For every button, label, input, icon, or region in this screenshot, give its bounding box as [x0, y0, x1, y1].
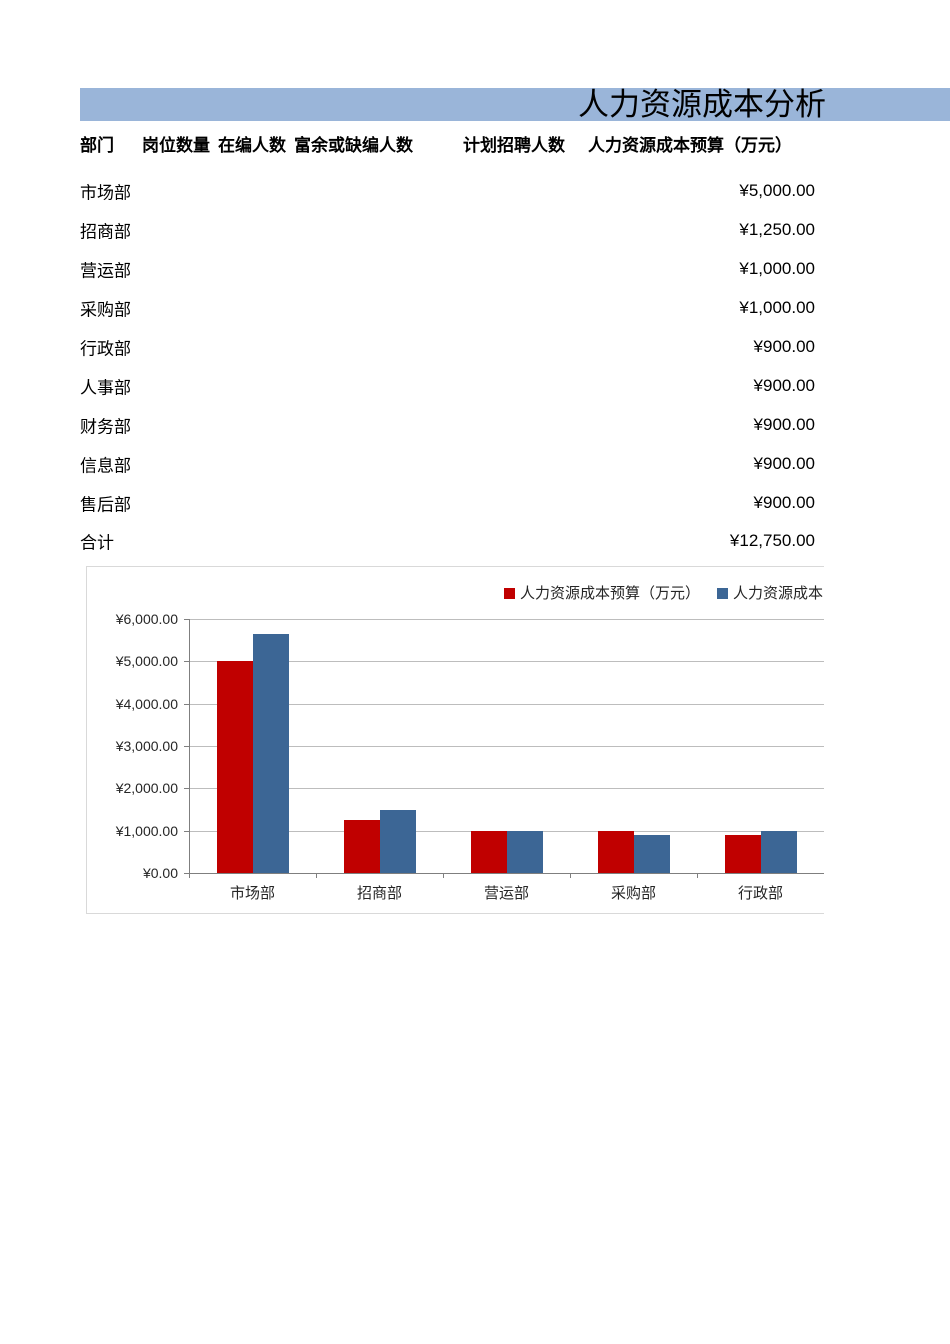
department-cell[interactable]: 售后部 — [80, 495, 131, 515]
budget-cell[interactable]: ¥900.00 — [753, 337, 815, 356]
y-axis-label: ¥6,000.00 — [115, 611, 178, 627]
gridline — [189, 703, 824, 705]
column-header[interactable]: 计划招聘人数 — [463, 136, 565, 155]
legend-swatch — [717, 588, 728, 599]
budget-cell[interactable]: ¥900.00 — [753, 453, 815, 473]
department-cell[interactable]: 合计 — [80, 533, 114, 553]
table-row: 财务部 ¥900.00 — [0, 405, 950, 444]
y-axis-label: ¥5,000.00 — [115, 653, 178, 670]
chart-bar — [252, 633, 289, 873]
budget-cell[interactable]: ¥900.00 — [753, 414, 815, 434]
y-axis-label: ¥0.00 — [142, 865, 178, 881]
department-cell[interactable]: 行政部 — [80, 339, 131, 359]
title-banner-cell[interactable]: 人力资源成本分析 — [80, 87, 950, 122]
x-axis-tick — [697, 873, 698, 878]
chart-bar — [597, 830, 634, 873]
x-axis-label: 行政部 — [737, 885, 783, 902]
table-row: 市场部 ¥5,000.00 — [0, 172, 950, 211]
table-row: 售后部 ¥900.00 — [0, 483, 950, 522]
budget-cell[interactable]: ¥1,250.00 — [739, 220, 815, 240]
y-axis-label: ¥2,000.00 — [115, 780, 178, 797]
chart-bar — [633, 834, 670, 873]
chart-bar — [343, 820, 380, 873]
legend-label: 人力资源成本预算（万元） — [520, 585, 701, 602]
hr-cost-bar-chart[interactable]: 人力资源成本预算（万元） 人力资源成本 ¥0.00 ¥1,000.00 ¥2,000.0… — [86, 566, 824, 914]
column-header[interactable]: 岗位数量 — [142, 136, 210, 155]
department-cell[interactable]: 采购部 — [80, 300, 131, 320]
x-axis-label: 市场部 — [229, 885, 275, 902]
y-axis-label: ¥3,000.00 — [115, 738, 178, 754]
table-row: 人事部 ¥900.00 — [0, 366, 950, 405]
budget-cell[interactable]: ¥1,000.00 — [739, 298, 815, 318]
legend-swatch — [504, 588, 515, 599]
y-axis-tick — [184, 746, 189, 747]
y-axis-tick — [184, 661, 189, 663]
y-axis-line — [189, 619, 190, 873]
chart-bar — [760, 830, 797, 873]
table-row: 信息部 ¥900.00 — [0, 444, 950, 483]
table-row: 营运部 ¥1,000.00 — [0, 250, 950, 289]
y-axis-tick — [184, 873, 189, 874]
budget-cell[interactable]: ¥12,750.00 — [729, 531, 815, 551]
department-cell[interactable]: 市场部 — [80, 183, 131, 203]
x-axis-label: 招商部 — [356, 885, 402, 902]
gridline — [189, 661, 824, 663]
table-total-row: 合计 ¥12,750.00 — [0, 522, 950, 561]
department-cell[interactable]: 人事部 — [80, 378, 131, 398]
page-title: 人力资源成本分析 — [578, 87, 826, 122]
x-axis-line — [189, 873, 824, 874]
table-header-row: 部门 岗位数量 在编人数 富余或缺编人数 计划招聘人数 人力资源成本预算（万元） — [0, 134, 950, 160]
x-axis-label: 营运部 — [483, 885, 529, 902]
chart-bar — [724, 834, 761, 873]
column-header[interactable]: 在编人数 — [218, 136, 286, 155]
department-cell[interactable]: 信息部 — [80, 456, 131, 476]
budget-cell[interactable]: ¥5,000.00 — [739, 181, 815, 201]
column-header[interactable]: 人力资源成本预算（万元） — [588, 136, 792, 155]
x-axis-label: 采购部 — [610, 885, 656, 902]
table-row: 行政部 ¥900.00 — [0, 328, 950, 367]
budget-cell[interactable]: ¥900.00 — [753, 375, 815, 395]
chart-bar — [216, 661, 253, 873]
table-row: 采购部 ¥1,000.00 — [0, 289, 950, 328]
gridline — [189, 746, 824, 747]
chart-bar — [470, 830, 507, 873]
x-axis-tick — [443, 873, 444, 878]
department-cell[interactable]: 营运部 — [80, 261, 131, 281]
y-axis-tick — [184, 703, 189, 705]
y-axis-tick — [184, 788, 189, 790]
chart-bar — [506, 830, 543, 873]
chart-bar — [379, 809, 416, 873]
table-row: 招商部 ¥1,250.00 — [0, 211, 950, 250]
column-header[interactable]: 富余或缺编人数 — [294, 136, 413, 155]
x-axis-tick — [316, 873, 317, 878]
x-axis-tick — [189, 873, 190, 878]
column-header[interactable]: 部门 — [80, 136, 114, 155]
gridline — [189, 788, 824, 790]
gridline — [189, 619, 824, 620]
x-axis-tick — [570, 873, 571, 878]
legend-label: 人力资源成本 — [733, 585, 824, 602]
department-cell[interactable]: 财务部 — [80, 417, 131, 437]
y-axis-tick — [184, 830, 189, 832]
table-body: 市场部 ¥5,000.00 招商部 ¥1,250.00 营运部 ¥1,000.00 采购部 ¥… — [0, 172, 950, 561]
department-cell[interactable]: 招商部 — [80, 222, 131, 242]
y-axis-tick — [184, 619, 189, 620]
budget-cell[interactable]: ¥900.00 — [753, 492, 815, 512]
y-axis-label: ¥1,000.00 — [115, 822, 178, 839]
budget-cell[interactable]: ¥1,000.00 — [739, 259, 815, 279]
y-axis-label: ¥4,000.00 — [115, 695, 178, 712]
